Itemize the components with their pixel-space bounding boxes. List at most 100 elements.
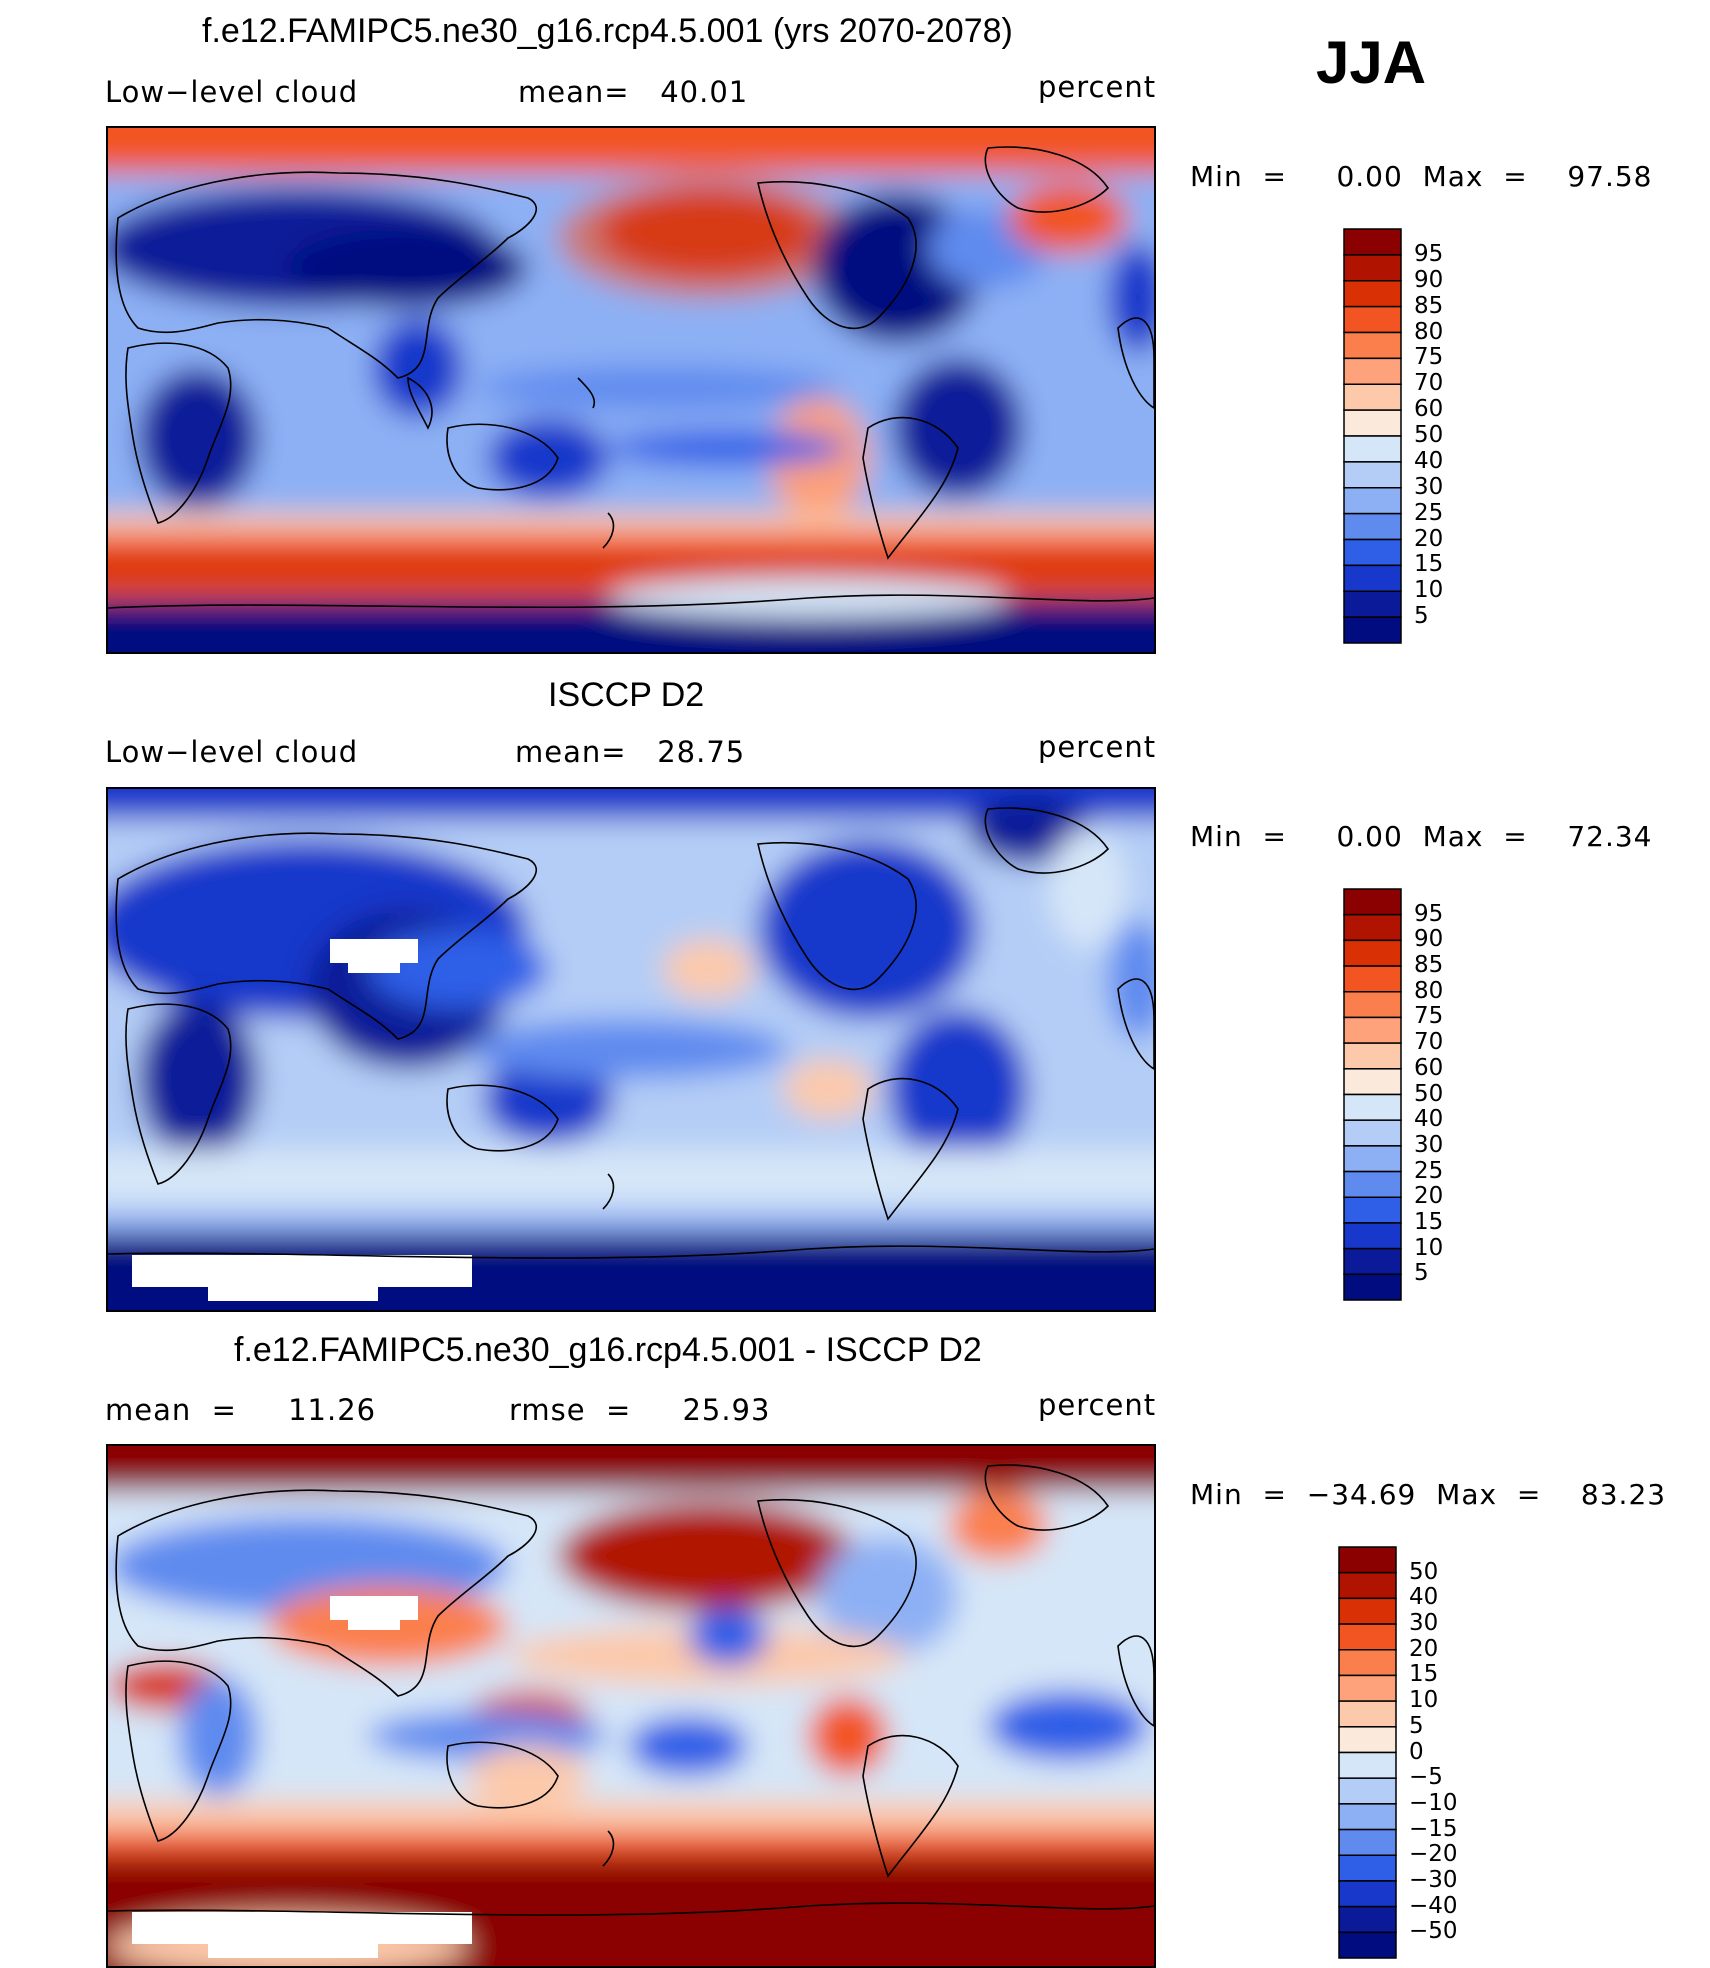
colorbar-svg-3 — [1338, 1546, 1397, 1959]
colorbar-swatch — [1338, 1828, 1397, 1856]
colorbar-tick-label: 10 — [1414, 577, 1444, 604]
colorbar-swatch — [1338, 1880, 1397, 1908]
colorbar-tick-label: 60 — [1414, 396, 1444, 423]
colorbar-swatch — [1343, 254, 1402, 282]
colorbar-tick-label: 70 — [1414, 370, 1444, 397]
colorbar-tick-label: 20 — [1414, 525, 1444, 552]
colorbar-tick-label: 30 — [1414, 473, 1444, 500]
colorbar-swatch — [1343, 564, 1402, 592]
colorbar-tick-label: 5 — [1409, 1712, 1424, 1739]
colorbar-swatch — [1343, 590, 1402, 618]
colorbar-tick-label: −10 — [1409, 1789, 1458, 1816]
colorbar-tick-label: 40 — [1414, 1106, 1444, 1133]
colorbar-tick-label: 60 — [1414, 1054, 1444, 1081]
colorbar-tick-label: 25 — [1414, 499, 1444, 526]
colorbar-tick-label: −15 — [1409, 1815, 1458, 1842]
colorbar-swatch — [1343, 1016, 1402, 1044]
colorbar-tick-label: 95 — [1414, 240, 1444, 267]
panel1-units: percent — [1038, 70, 1157, 104]
colorbar-swatch — [1343, 280, 1402, 308]
colorbar-swatch — [1343, 461, 1402, 489]
colorbar-swatch — [1343, 965, 1402, 993]
colorbar-tick-label: 15 — [1414, 1208, 1444, 1235]
colorbar-swatch — [1343, 1170, 1402, 1198]
colorbar-swatch — [1343, 991, 1402, 1019]
panel3-mean: mean = 11.26 — [105, 1393, 377, 1427]
colorbar-swatch — [1338, 1751, 1397, 1779]
colorbar-tick-label: 75 — [1414, 1003, 1444, 1030]
colorbar-tick-label: 85 — [1414, 952, 1444, 979]
colorbar-swatch — [1343, 1068, 1402, 1096]
panel3-colorbar: 50 40 30 20 15 10 5 0 −5 −10 −15 −20 −30 −40 −50 — [1338, 1546, 1458, 1959]
colorbar-tick-label: 95 — [1414, 900, 1444, 927]
panel1-variable: Low−level cloud — [105, 75, 359, 109]
colorbar-swatch — [1338, 1700, 1397, 1728]
panel2-title: ISCCP D2 — [548, 676, 705, 714]
panel2-mean: mean= 28.75 — [515, 735, 746, 769]
panel1-colorbar: 95 90 85 80 75 70 60 50 40 30 25 20 15 10 5 — [1343, 228, 1443, 644]
colorbar-tick-label: 40 — [1414, 447, 1444, 474]
colorbar-tick-label: 15 — [1414, 551, 1444, 578]
panel2-variable: Low−level cloud — [105, 735, 359, 769]
colorbar-tick-label: −20 — [1409, 1841, 1458, 1868]
colorbar-tick-label: 50 — [1414, 1080, 1444, 1107]
colorbar-tick-label: 40 — [1409, 1584, 1439, 1611]
colorbar-swatch — [1343, 357, 1402, 385]
colorbar-swatch — [1343, 1093, 1402, 1121]
colorbar-tick-label: 5 — [1414, 1260, 1429, 1287]
colorbar-tick-label: 20 — [1414, 1183, 1444, 1210]
panel3-minmax: Min = −34.69 Max = 83.23 — [1190, 1478, 1667, 1511]
colorbar-swatch — [1343, 305, 1402, 334]
colorbar-tick-label: −50 — [1409, 1918, 1458, 1945]
panel3-units: percent — [1038, 1388, 1157, 1422]
colorbar-swatch — [1343, 913, 1402, 942]
colorbar-swatch — [1338, 1777, 1397, 1805]
colorbar-swatch — [1338, 1726, 1397, 1754]
colorbar-swatch — [1343, 1119, 1402, 1147]
colorbar-tick-label: 80 — [1414, 318, 1444, 345]
colorbar-swatch — [1338, 1931, 1397, 1959]
colorbar-tick-label: −30 — [1409, 1866, 1458, 1893]
colorbar-swatch — [1338, 1905, 1397, 1934]
colorbar-swatch — [1343, 888, 1402, 916]
colorbar-swatch — [1338, 1649, 1397, 1677]
colorbar-tick-label: 5 — [1414, 603, 1429, 630]
panel1-title: f.e12.FAMIPC5.ne30_g16.rcp4.5.001 (yrs 2… — [202, 12, 1013, 50]
colorbar-swatch — [1343, 538, 1402, 567]
colorbar-swatch — [1343, 487, 1402, 515]
panel2-colorbar: 95 90 85 80 75 70 60 50 40 30 25 20 15 10 5 — [1343, 888, 1443, 1301]
colorbar-tick-label: 50 — [1414, 422, 1444, 448]
colorbar-tick-label: 90 — [1414, 926, 1444, 953]
colorbar-swatch — [1343, 1145, 1402, 1173]
panel1-map — [106, 126, 1156, 654]
colorbar-tick-label: 30 — [1414, 1131, 1444, 1158]
colorbar-swatch — [1338, 1571, 1397, 1600]
colorbar-swatch — [1338, 1854, 1397, 1882]
colorbar-tick-label: −5 — [1409, 1764, 1443, 1791]
colorbar-tick-label: 15 — [1409, 1661, 1439, 1688]
colorbar-tick-label: 75 — [1414, 344, 1444, 371]
colorbar-swatch — [1343, 409, 1402, 437]
season-label: JJA — [1316, 29, 1427, 96]
colorbar-swatch — [1338, 1597, 1397, 1625]
colorbar-swatch — [1343, 1042, 1402, 1070]
colorbar-tick-label: 70 — [1414, 1029, 1444, 1056]
colorbar-swatch — [1338, 1623, 1397, 1651]
colorbar-tick-label: 30 — [1409, 1610, 1439, 1637]
colorbar-tick-label: −40 — [1409, 1892, 1458, 1919]
colorbar-tick-label: 20 — [1409, 1635, 1439, 1662]
colorbar-swatch — [1343, 228, 1402, 256]
colorbar-tick-label: 0 — [1409, 1738, 1424, 1765]
colorbar-tick-label: 10 — [1414, 1234, 1444, 1261]
colorbar-tick-label: 85 — [1414, 292, 1444, 319]
colorbar-swatch — [1343, 435, 1402, 463]
colorbar-swatch — [1338, 1803, 1397, 1831]
colorbar-swatch — [1343, 1222, 1402, 1250]
panel3-title: f.e12.FAMIPC5.ne30_g16.rcp4.5.001 - ISCC… — [234, 1331, 982, 1369]
panel2-minmax: Min = 0.00 Max = 72.34 — [1190, 820, 1653, 853]
panel2-units: percent — [1038, 730, 1157, 764]
colorbar-swatch — [1343, 1196, 1402, 1224]
colorbar-swatch — [1338, 1546, 1397, 1574]
panel1-minmax: Min = 0.00 Max = 97.58 — [1190, 160, 1653, 193]
colorbar-swatch — [1343, 383, 1402, 411]
